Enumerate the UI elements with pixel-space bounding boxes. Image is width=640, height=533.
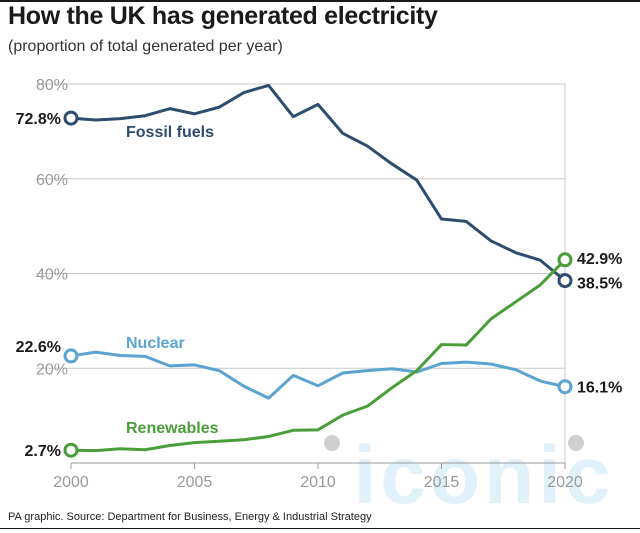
start-label-nuclear: 22.6%: [16, 339, 61, 356]
series-lines: [63, 83, 573, 458]
chart-subtitle: (proportion of total generated per year): [8, 38, 283, 55]
top-rule: [0, 0, 640, 2]
start-marker-fossil-fuels: [63, 110, 79, 126]
y-tick-label: 60%: [36, 172, 68, 189]
axes: 20% 40% 60% 80% 2000 2005 2010 2015 2020: [36, 77, 583, 491]
start-label-renewables: 2.7%: [25, 443, 61, 460]
start-label-fossil-fuels: 72.8%: [16, 111, 61, 128]
series-line-renewables: [69, 258, 567, 453]
watermark-text: iconic: [354, 430, 615, 521]
y-tick-label: 80%: [36, 77, 68, 94]
end-label-renewables: 42.9%: [577, 251, 622, 268]
y-tick-label: 20%: [36, 361, 68, 378]
chart-title: How the UK has generated electricity: [8, 2, 438, 30]
x-tick-label: 2015: [424, 474, 460, 491]
start-marker-nuclear: [63, 348, 79, 364]
series-name-fossil-fuels: Fossil fuels: [126, 124, 214, 141]
end-label-fossil-fuels: 38.5%: [577, 276, 622, 293]
bottom-rule: [0, 528, 640, 529]
x-tick-label: 2010: [300, 474, 336, 491]
series-name-nuclear: Nuclear: [126, 335, 185, 352]
watermark-dot: [568, 435, 584, 451]
data-labels: 72.8% 38.5% Fossil fuels 22.6% 16.1% Nuclear 2…: [16, 111, 623, 460]
start-marker-renewables: [63, 442, 79, 458]
end-label-nuclear: 16.1%: [577, 380, 622, 397]
gridlines: [36, 83, 566, 463]
end-marker-fossil-fuels: [557, 273, 573, 289]
end-marker-nuclear: [557, 379, 573, 395]
watermark: iconic: [324, 430, 615, 521]
x-tick-label: 2020: [547, 474, 583, 491]
x-tick-label: 2005: [177, 474, 213, 491]
series-name-renewables: Renewables: [126, 420, 219, 437]
source-note: PA graphic. Source: Department for Busin…: [8, 511, 372, 523]
y-tick-label: 40%: [36, 267, 68, 284]
watermark-dot: [324, 435, 340, 451]
end-marker-renewables: [557, 252, 573, 268]
series-line-nuclear: [69, 350, 567, 400]
series-line-fossil-fuels: [69, 83, 567, 283]
x-tick-label: 2000: [53, 474, 89, 491]
